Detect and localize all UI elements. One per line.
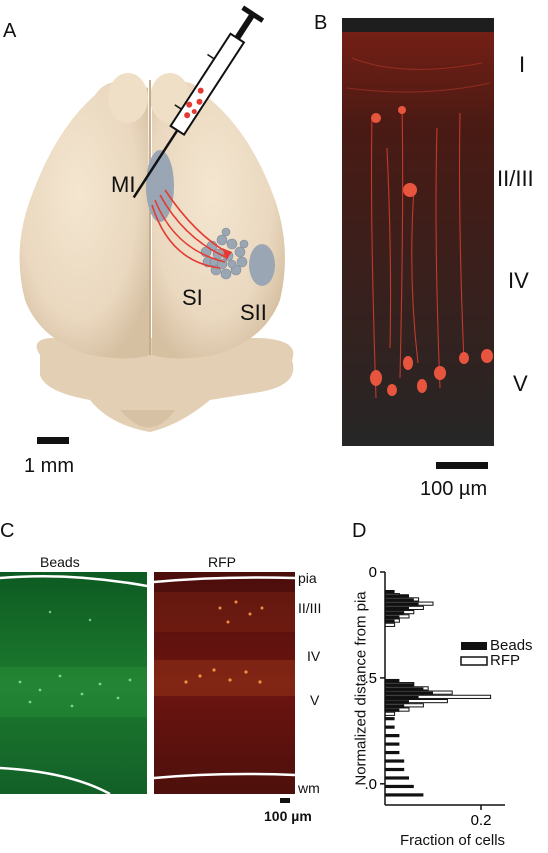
image-title-rfp: RFP — [208, 554, 236, 570]
rfp-image — [154, 572, 295, 794]
marker-ii-iii: II/III — [298, 600, 322, 616]
projection-arrowhead — [222, 248, 232, 260]
layer-label-ii-iii: II/III — [497, 166, 534, 191]
marker-iv: IV — [307, 648, 321, 664]
y-tick-label: 0 — [369, 564, 377, 581]
marker-v: V — [310, 692, 320, 708]
bar-beads — [385, 615, 400, 619]
x-ticks: 0.2 — [471, 805, 492, 825]
bar-beads — [385, 725, 395, 729]
cerebellum — [36, 338, 294, 432]
bar-beads — [385, 759, 405, 763]
scale-label-c: 100 µm — [264, 808, 312, 824]
rfp-neuron-image — [342, 18, 494, 446]
bar-beads — [385, 717, 395, 721]
bar-beads — [385, 611, 405, 615]
bar-beads — [385, 695, 419, 700]
x-tick-label: 0.2 — [471, 812, 492, 825]
bar-beads — [385, 742, 400, 746]
bar-beads — [385, 602, 419, 606]
bar-beads — [385, 598, 414, 602]
bar-rfp — [384, 622, 396, 627]
bar-beads — [385, 594, 409, 598]
scale-bar-c — [280, 798, 290, 803]
scale-bar-a — [37, 437, 69, 444]
brain-diagram — [19, 5, 294, 444]
bar-beads — [385, 704, 405, 708]
bar-rfp — [384, 711, 396, 716]
bar-beads — [385, 606, 409, 611]
right-hemisphere — [152, 81, 285, 359]
layer-label-iv: IV — [508, 268, 529, 293]
panel-a-letter: A — [3, 20, 17, 42]
beads-image — [0, 572, 147, 794]
bar-beads — [385, 700, 409, 704]
olfactory-bulb-left — [108, 73, 148, 123]
label-mi: MI — [111, 172, 136, 197]
scale-label-a: 1 mm — [24, 455, 74, 477]
y-tick-label: 1.0 — [365, 776, 377, 793]
sii-region — [249, 244, 275, 286]
y-tick-label: 0.5 — [365, 670, 377, 687]
bar-beads — [385, 691, 433, 695]
syringe-icon — [132, 5, 265, 199]
bar-beads — [385, 784, 414, 789]
bar-beads — [385, 767, 405, 772]
left-hemisphere — [19, 81, 151, 359]
layer-label-i: I — [519, 52, 526, 77]
bar-beads — [385, 734, 400, 738]
bar-beads — [385, 619, 395, 623]
bar-beads — [385, 678, 400, 683]
legend-swatch-beads — [461, 642, 487, 650]
bar-beads — [385, 683, 414, 687]
bar-beads — [385, 776, 409, 780]
y-ticks: 0 0.5 1.0 — [365, 564, 385, 793]
bar-beads — [385, 708, 400, 712]
panel-c-letter: C — [0, 520, 15, 542]
legend-label-beads: Beads — [490, 637, 533, 654]
bar-beads — [385, 589, 395, 594]
layer-label-v: V — [513, 371, 528, 396]
label-sii: SII — [240, 300, 267, 325]
label-si: SI — [182, 285, 203, 310]
bar-beads — [385, 793, 424, 797]
marker-wm: wm — [298, 780, 320, 796]
panel-d-letter: D — [352, 520, 367, 542]
bar-beads — [385, 750, 400, 755]
legend-swatch-rfp — [460, 656, 488, 666]
histogram-bars — [384, 589, 492, 797]
legend-label-rfp: RFP — [490, 652, 520, 669]
histogram-chart: 0 0.5 1.0 0.2 — [365, 564, 505, 825]
section-images — [0, 572, 295, 794]
bar-beads — [385, 687, 424, 691]
d-x-axis-label: Fraction of cells — [400, 832, 506, 849]
image-title-beads: Beads — [40, 554, 80, 570]
panel-b-letter: B — [314, 12, 328, 34]
scale-bar-b — [436, 462, 488, 469]
scale-label-b: 100 µm — [420, 478, 488, 500]
marker-pia: pia — [298, 570, 317, 586]
